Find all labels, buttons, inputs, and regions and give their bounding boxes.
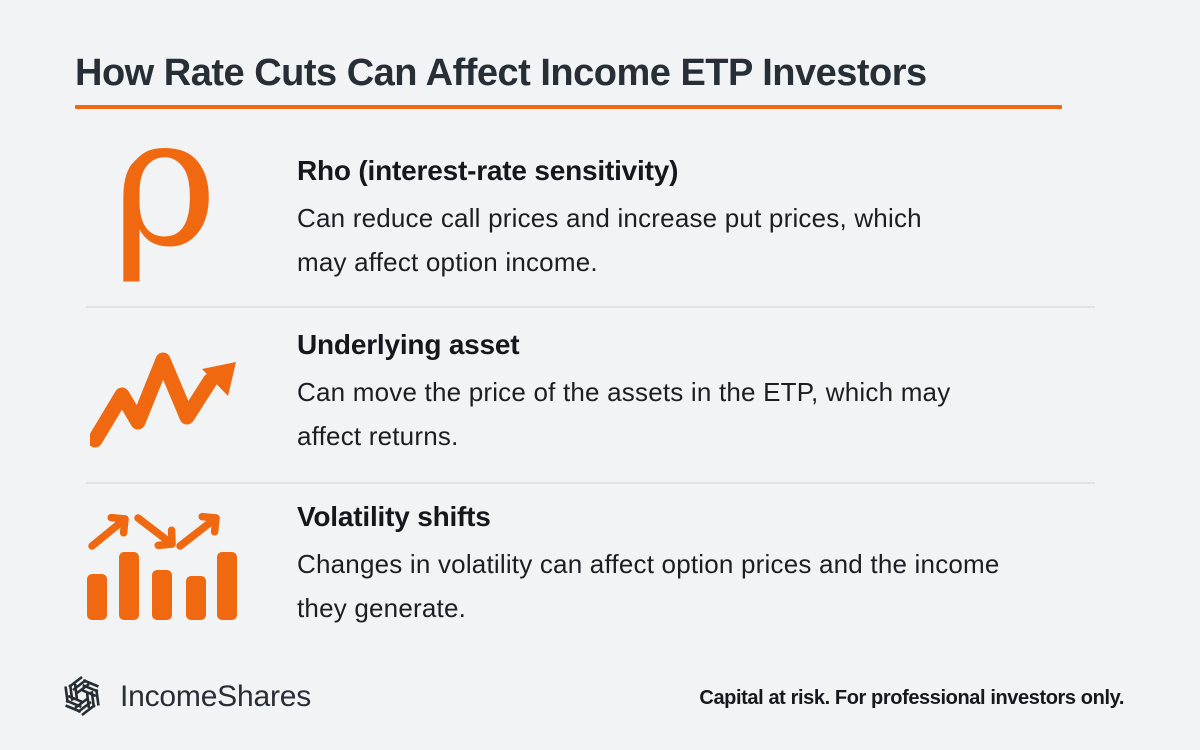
incomeshares-logo-icon <box>64 675 100 717</box>
body-line: they generate. <box>297 593 467 623</box>
section-divider <box>86 482 1095 484</box>
section-heading-underlying-asset: Underlying asset <box>297 329 520 360</box>
body-line: Can reduce call prices and increase put … <box>297 203 922 233</box>
trending-up-zigzag-arrow-icon <box>90 352 236 448</box>
brand-name: IncomeShares <box>120 680 312 713</box>
body-line: Changes in volatility can affect option … <box>297 549 1000 579</box>
body-line: may affect option income. <box>297 247 598 277</box>
bar-chart-with-arrows-icon <box>87 512 237 620</box>
disclaimer-text: Capital at risk. For professional invest… <box>699 687 1124 709</box>
section-body-underlying-asset: Can move the price of the assets in the … <box>297 370 950 458</box>
section-heading-volatility: Volatility shifts <box>297 501 491 532</box>
section-body-rho: Can reduce call prices and increase put … <box>297 196 922 284</box>
body-line: affect returns. <box>297 421 459 451</box>
section-heading-rho: Rho (interest-rate sensitivity) <box>297 155 679 186</box>
title-underline <box>75 105 1062 109</box>
section-body-volatility: Changes in volatility can affect option … <box>297 542 1000 630</box>
page-title: How Rate Cuts Can Affect Income ETP Inve… <box>75 52 927 94</box>
body-line: Can move the price of the assets in the … <box>297 377 951 407</box>
section-divider <box>86 306 1095 308</box>
rho-symbol-icon: ρ <box>112 78 218 287</box>
